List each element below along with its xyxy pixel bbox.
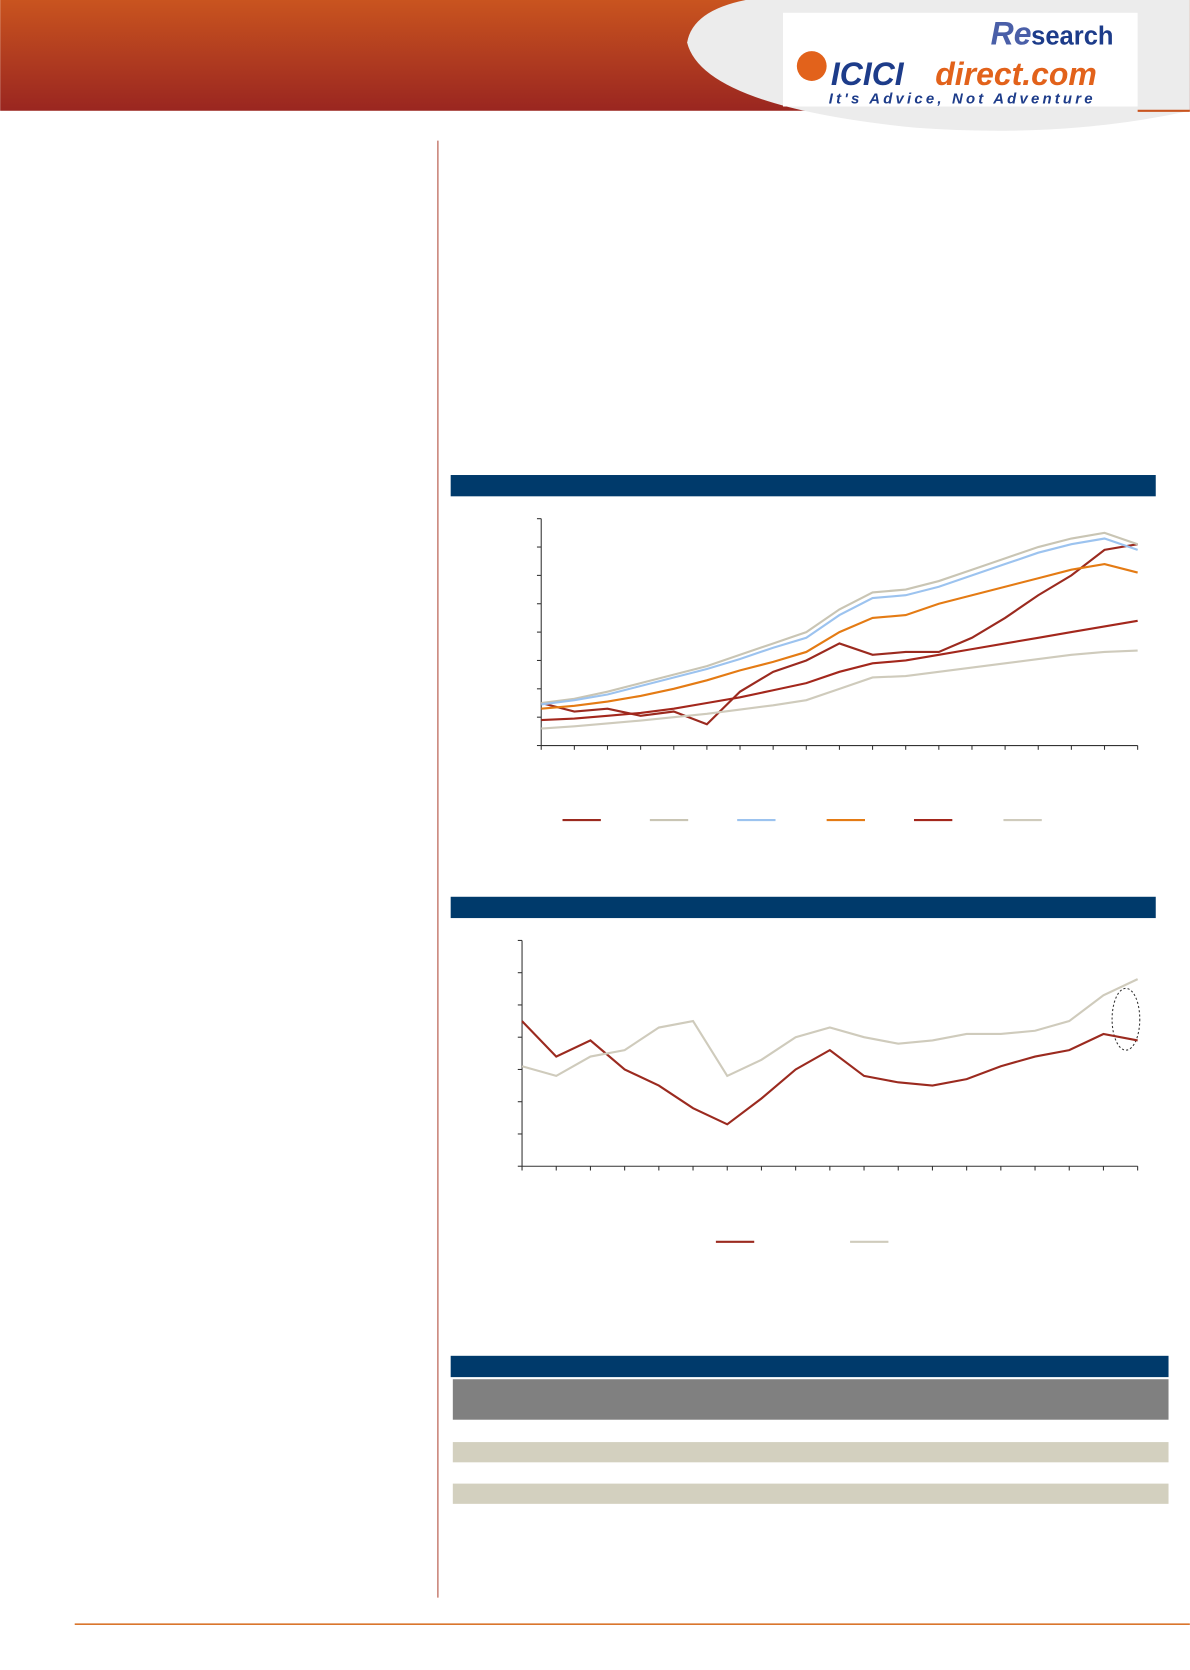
highlight-ellipse bbox=[1111, 987, 1141, 1051]
series-line bbox=[541, 649, 1138, 730]
series-line bbox=[541, 531, 1138, 705]
series-line bbox=[521, 978, 1139, 1078]
table-header bbox=[452, 1379, 1169, 1420]
logo-brand: ICICI bbox=[831, 56, 905, 92]
logo-re: Re bbox=[991, 16, 1032, 52]
series-line bbox=[541, 619, 1138, 722]
logo-box bbox=[782, 12, 1138, 107]
series-line bbox=[541, 562, 1138, 710]
logo-search: search bbox=[1031, 23, 1113, 51]
series-line bbox=[540, 543, 1138, 726]
section-bar bbox=[450, 896, 1156, 919]
series-line bbox=[521, 1020, 1138, 1126]
section-bar bbox=[450, 1355, 1169, 1378]
table-row bbox=[452, 1442, 1169, 1463]
series-line bbox=[541, 537, 1138, 706]
section-bar bbox=[450, 475, 1156, 497]
logo-icon bbox=[796, 51, 827, 81]
logo-suffix: direct.com bbox=[935, 56, 1097, 92]
logo-slogan: It's Advice, Not Adventure bbox=[829, 91, 1096, 107]
table-row bbox=[452, 1483, 1169, 1504]
